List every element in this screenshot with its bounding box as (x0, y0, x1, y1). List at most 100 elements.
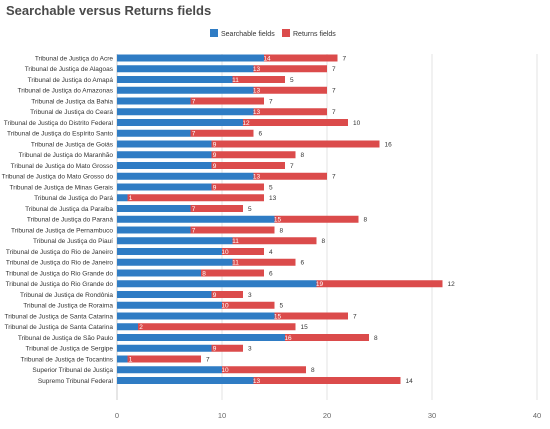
bar-searchable (117, 194, 128, 202)
bar-searchable (117, 97, 191, 105)
bar-returns (222, 301, 275, 309)
searchable-value-label: 14 (263, 55, 271, 62)
bar-returns (211, 151, 296, 159)
returns-value-label: 4 (269, 249, 273, 256)
x-tick-label: 10 (218, 411, 226, 420)
category-label: Tribunal de Justiça da Bahia (31, 98, 113, 105)
bar-returns (211, 183, 264, 191)
legend-swatch-returns-fields (282, 29, 290, 37)
category-label: Tribunal de Justiça do Espírito Santo (7, 131, 113, 138)
returns-value-label: 3 (248, 346, 252, 353)
returns-value-label: 6 (259, 131, 263, 138)
returns-value-label: 7 (269, 98, 273, 105)
bar-returns (285, 334, 369, 341)
bar-searchable (117, 215, 275, 223)
category-label: Tribunal de Justiça do Maranhão (19, 152, 114, 159)
bar-searchable (117, 54, 264, 62)
category-label: Tribunal de Justiça de Goiás (31, 141, 114, 148)
category-label: Tribunal de Justiça de Pernambuco (11, 227, 113, 234)
bar-returns (316, 280, 443, 288)
bar-searchable (117, 258, 233, 266)
bar-returns (211, 162, 285, 169)
category-label: Tribunal de Justiça de Roraima (23, 303, 113, 310)
searchable-value-label: 11 (232, 77, 239, 84)
x-tick-label: 0 (115, 411, 119, 420)
category-label: Tribunal de Justiça do Paraná (27, 217, 114, 224)
bar-searchable (117, 237, 233, 245)
returns-value-label: 6 (301, 260, 305, 267)
bar-searchable (117, 377, 254, 384)
bar-searchable (117, 205, 191, 212)
category-label: Tribunal de Justiça do Ceará (30, 109, 113, 116)
category-label: Tribunal de Justiça de Tocantins (21, 356, 114, 363)
bar-searchable (117, 291, 212, 298)
category-label: Superior Tribunal de Justiça (32, 367, 113, 374)
searchable-value-label: 13 (253, 378, 261, 385)
bar-returns (127, 355, 201, 363)
searchable-value-label: 9 (213, 184, 217, 191)
searchable-value-label: 15 (274, 217, 282, 224)
bar-returns (253, 86, 327, 94)
searchable-value-label: 9 (213, 141, 217, 148)
returns-value-label: 5 (280, 303, 284, 310)
bar-returns (264, 54, 338, 62)
searchable-value-label: 19 (316, 281, 324, 288)
returns-value-label: 7 (332, 174, 336, 181)
bar-returns (138, 323, 296, 331)
returns-value-label: 8 (301, 152, 305, 159)
bar-returns (222, 366, 306, 374)
legend-swatch-searchable-fields (210, 29, 218, 37)
category-label: Tribunal de Justiça de Rondônia (20, 292, 113, 299)
returns-value-label: 7 (332, 88, 336, 95)
category-label: Tribunal de Justiça da Paraíba (25, 206, 113, 213)
returns-value-label: 12 (448, 281, 456, 288)
category-label: Tribunal de Justiça do Amapá (28, 77, 114, 84)
returns-value-label: 8 (311, 367, 315, 374)
bar-returns (274, 215, 359, 223)
searchable-value-label: 7 (192, 206, 196, 213)
category-label: Tribunal de Justiça do Distrito Federal (4, 120, 114, 127)
bar-searchable (117, 248, 222, 255)
bar-searchable (117, 162, 212, 169)
category-label: Tribunal de Justiça do Rio Grande do (6, 270, 114, 277)
returns-value-label: 14 (406, 378, 414, 385)
bar-searchable (117, 334, 285, 341)
category-label: Tribunal de Justiça do Pará (34, 195, 113, 202)
bar-searchable (117, 119, 243, 126)
legend-label-searchable-fields: Searchable fields (221, 31, 275, 38)
category-label: Tribunal de Justiça de Santa Catarina (4, 324, 113, 331)
x-tick-label: 40 (533, 411, 541, 420)
returns-value-label: 5 (248, 206, 252, 213)
bar-returns (253, 108, 327, 116)
bar-searchable (117, 76, 233, 83)
bar-searchable (117, 226, 191, 234)
bar-returns (211, 140, 380, 148)
returns-value-label: 8 (280, 227, 284, 234)
x-tick-label: 20 (323, 411, 331, 420)
searchable-value-label: 11 (232, 238, 239, 245)
bar-searchable (117, 269, 201, 277)
bar-searchable (117, 323, 138, 331)
bar-returns (232, 258, 296, 266)
category-label: Tribunal de Justiça do Rio de Janeiro (6, 249, 113, 256)
category-label: Tribunal de Justiça do Amazonas (17, 88, 113, 95)
bar-returns (190, 205, 243, 212)
bar-searchable (117, 129, 191, 137)
bar-searchable (117, 312, 275, 320)
returns-value-label: 7 (343, 55, 347, 62)
returns-value-label: 5 (290, 77, 294, 84)
searchable-value-label: 13 (253, 88, 261, 95)
bar-searchable (117, 86, 254, 94)
searchable-value-label: 10 (221, 249, 229, 256)
category-label: Tribunal de Justiça do Mato Grosso (11, 163, 114, 170)
returns-value-label: 15 (301, 324, 309, 331)
category-label: Tribunal de Justiça do Acre (35, 55, 114, 62)
bar-returns (232, 76, 285, 83)
bar-searchable (117, 355, 128, 363)
returns-value-label: 6 (269, 270, 273, 277)
searchable-value-label: 1 (129, 356, 133, 363)
bar-returns (253, 377, 401, 384)
category-label: Tribunal de Justiça de São Paulo (18, 335, 114, 342)
bar-searchable (117, 140, 212, 148)
bar-returns (274, 312, 348, 320)
